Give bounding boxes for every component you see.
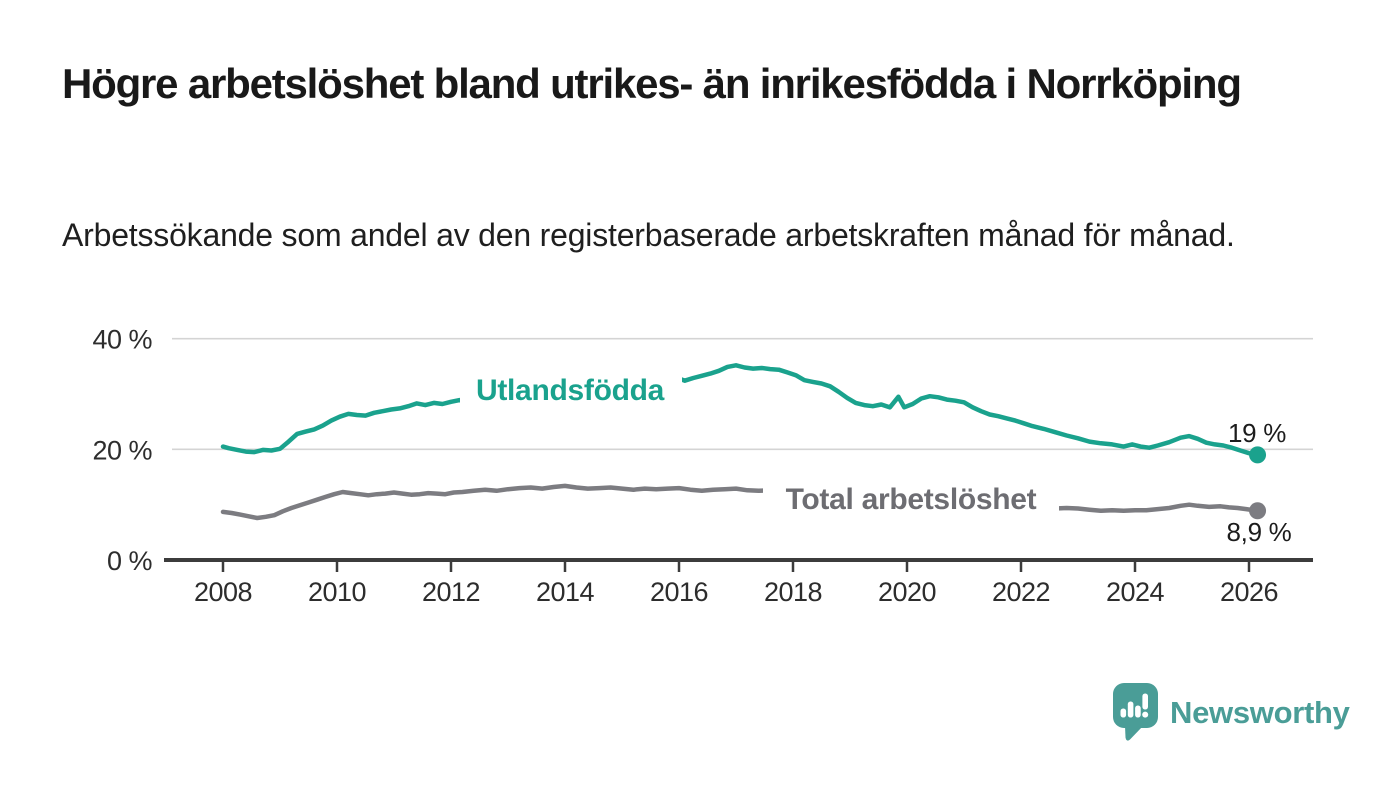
x-tick-label: 2024 bbox=[1106, 577, 1165, 607]
x-tick-label: 2014 bbox=[536, 577, 595, 607]
series-end-dot bbox=[1249, 446, 1267, 464]
label-mask-utlandsfodda bbox=[460, 368, 682, 410]
label-mask-total bbox=[763, 477, 1059, 519]
series-line-total-arbetsl-shet bbox=[220, 483, 1260, 521]
y-tick-label: 20 % bbox=[92, 435, 152, 465]
end-value-utlandsfodda: 19 % bbox=[1228, 418, 1286, 448]
chart-title: Högre arbetslöshet bland utrikes- än inr… bbox=[62, 60, 1242, 107]
x-tick-label: 2022 bbox=[992, 577, 1050, 607]
series-lines bbox=[220, 363, 1267, 521]
x-axis: 2008 2010 2012 2014 2016 2018 2020 2022 2024 2026 bbox=[164, 558, 1313, 607]
end-value-total: 8,9 % bbox=[1227, 517, 1292, 547]
y-tick-label: 0 % bbox=[107, 546, 153, 576]
x-tick-label: 2012 bbox=[422, 577, 480, 607]
x-tick-label: 2020 bbox=[878, 577, 936, 607]
series-label-total: Total arbetslöshet bbox=[786, 483, 1037, 516]
x-tick-label: 2018 bbox=[764, 577, 822, 607]
series-line-utlandsf-dda bbox=[220, 363, 1260, 458]
newsworthy-logo: Newsworthy bbox=[1112, 682, 1350, 744]
chart-subtitle: Arbetssökande som andel av den registerb… bbox=[62, 217, 1235, 253]
series-end-dot bbox=[1249, 502, 1267, 520]
series-label-utlandsfodda: Utlandsfödda bbox=[476, 374, 665, 407]
y-gridlines: 0 % 20 % 40 % bbox=[92, 325, 1313, 576]
x-tick-label: 2010 bbox=[308, 577, 366, 607]
x-tick-label: 2016 bbox=[650, 577, 708, 607]
y-tick-label: 40 % bbox=[92, 325, 152, 355]
x-tick-label: 2026 bbox=[1220, 577, 1278, 607]
brand-name: Newsworthy bbox=[1170, 695, 1350, 730]
newsworthy-logo-icon bbox=[1113, 683, 1158, 741]
x-tick-label: 2008 bbox=[194, 577, 252, 607]
